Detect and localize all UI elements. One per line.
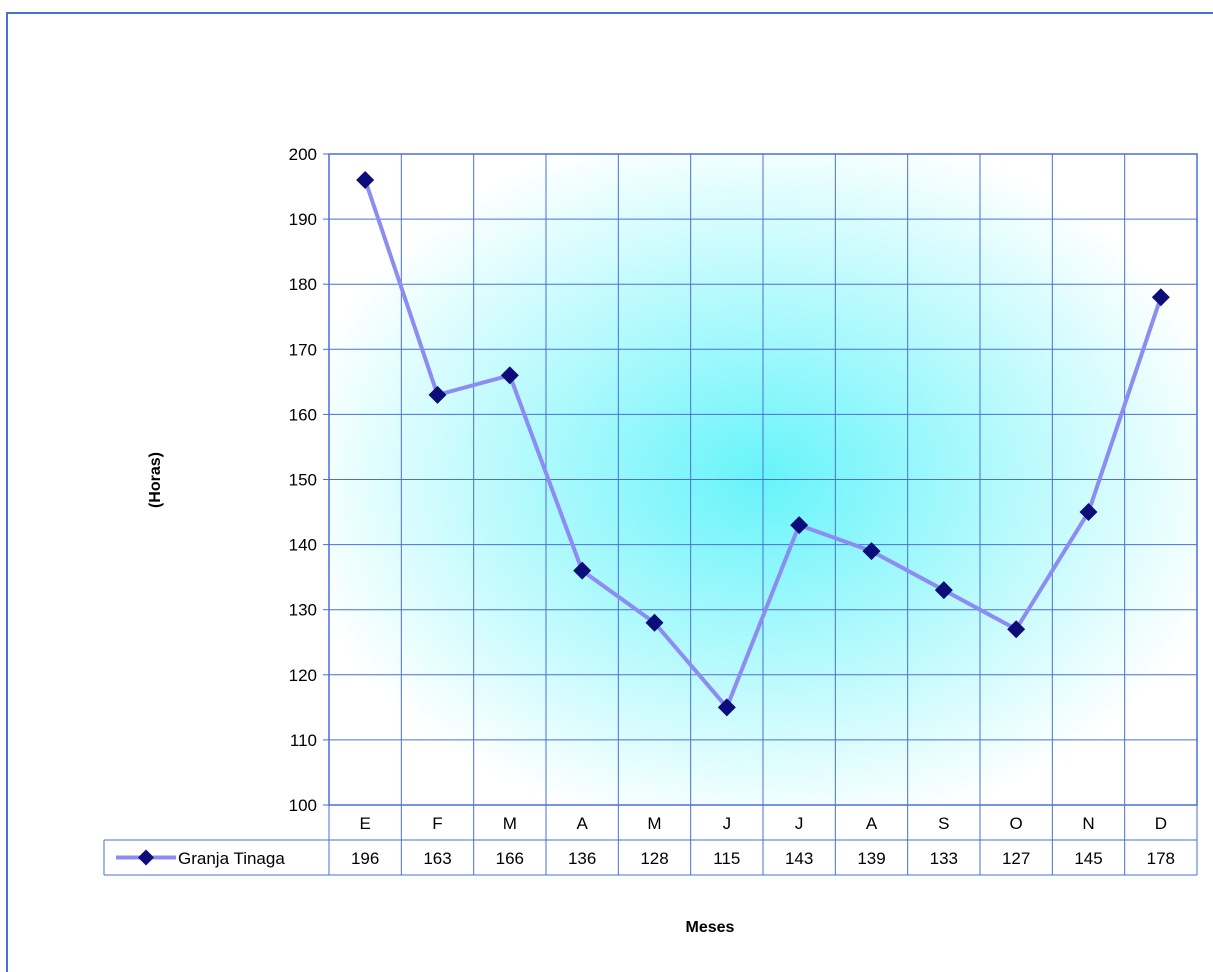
y-tick-label: 190 [289,210,317,229]
x-tick-label: M [647,814,661,833]
data-point [790,516,809,535]
x-tick-label: J [795,814,804,833]
x-tick-label: O [1010,814,1023,833]
data-point [645,613,664,632]
y-tick-label: 120 [289,666,317,685]
data-point [1151,288,1170,307]
data-label: 145 [1074,849,1102,868]
data-label: 128 [640,849,668,868]
data-point [1007,620,1026,639]
y-tick-label: 110 [290,731,317,750]
data-label: 163 [423,849,451,868]
x-tick-label: F [432,814,442,833]
y-axis-title: (Horas) [147,452,164,508]
line-chart: E F M A M J J A S O N D 196 163 166 136 128 115 143 139 133 1… [103,145,1198,936]
x-tick-label: J [723,814,732,833]
chart-frame [6,12,1213,972]
data-label: 133 [930,849,958,868]
data-label: 139 [857,849,885,868]
y-tick-label: 160 [289,405,317,424]
data-point [717,698,736,717]
x-axis-title: Meses [686,919,735,936]
data-point [356,171,375,190]
y-tick-label: 200 [289,145,317,164]
y-axis-ticks: 100 110 120 130 140 150 160 170 180 190 200 [289,145,329,815]
x-tick-label: S [938,814,949,833]
data-point [428,385,447,404]
legend-marker [138,849,154,866]
x-tick-label: A [866,814,878,833]
y-tick-label: 180 [289,275,317,294]
data-point [862,542,881,561]
x-tick-label: A [576,814,588,833]
data-point [500,366,519,385]
y-tick-label: 140 [289,536,317,555]
y-tick-label: 150 [289,471,317,490]
data-table: E F M A M J J A S O N D 196 163 166 136 128 115 143 139 133 1… [103,805,1198,876]
data-label: 196 [351,849,379,868]
data-point [934,581,953,600]
legend-label: Granja Tinaga [178,849,285,868]
data-label: 178 [1147,849,1175,868]
y-tick-label: 130 [289,601,317,620]
series-line [363,179,1163,710]
x-tick-label: E [359,814,370,833]
data-label: 136 [568,849,596,868]
y-tick-label: 170 [289,340,317,359]
series-layer [356,171,1170,717]
data-label: 166 [496,849,524,868]
data-point [573,561,592,580]
x-tick-label: N [1082,814,1094,833]
y-tick-label: 100 [289,796,317,815]
data-label: 143 [785,849,813,868]
data-point [1079,503,1098,522]
x-tick-label: D [1155,814,1167,833]
x-tick-label: M [503,814,517,833]
data-label: 127 [1002,849,1030,868]
data-label: 115 [713,849,740,868]
